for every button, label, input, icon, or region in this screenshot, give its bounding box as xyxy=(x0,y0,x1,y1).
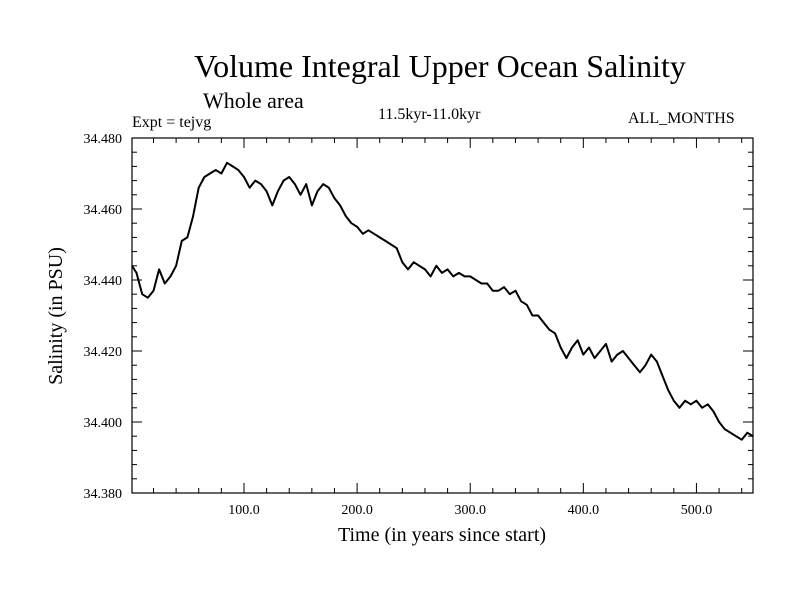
x-tick-label: 300.0 xyxy=(454,503,486,518)
axis-ticks xyxy=(132,137,753,494)
period-label: 11.5kyr-11.0kyr xyxy=(378,106,481,123)
plot-frame xyxy=(131,137,754,494)
x-tick-label: 100.0 xyxy=(228,503,260,518)
x-tick-label: 200.0 xyxy=(341,503,373,518)
axis-tick-labels: 100.0 200.0 300.0 400.0 500.0 34.380 34.400 34.… xyxy=(84,132,713,518)
experiment-label: Expt = tejvg xyxy=(132,114,212,131)
y-tick-label: 34.420 xyxy=(84,345,123,360)
y-tick-label: 34.400 xyxy=(84,416,123,431)
y-axis-title: Salinity (in PSU) xyxy=(45,247,67,385)
y-tick-label: 34.480 xyxy=(84,132,123,147)
y-tick-label: 34.460 xyxy=(84,203,123,218)
y-tick-label: 34.440 xyxy=(84,274,123,289)
x-tick-label: 500.0 xyxy=(681,503,713,518)
y-tick-label: 34.380 xyxy=(84,487,123,502)
chart-title: Volume Integral Upper Ocean Salinity xyxy=(194,48,686,84)
x-tick-label: 400.0 xyxy=(568,503,600,518)
salinity-series-line xyxy=(131,161,754,441)
x-axis-title: Time (in years since start) xyxy=(338,524,546,546)
months-label: ALL_MONTHS xyxy=(628,110,735,127)
chart-subtitle: Whole area xyxy=(203,88,304,113)
